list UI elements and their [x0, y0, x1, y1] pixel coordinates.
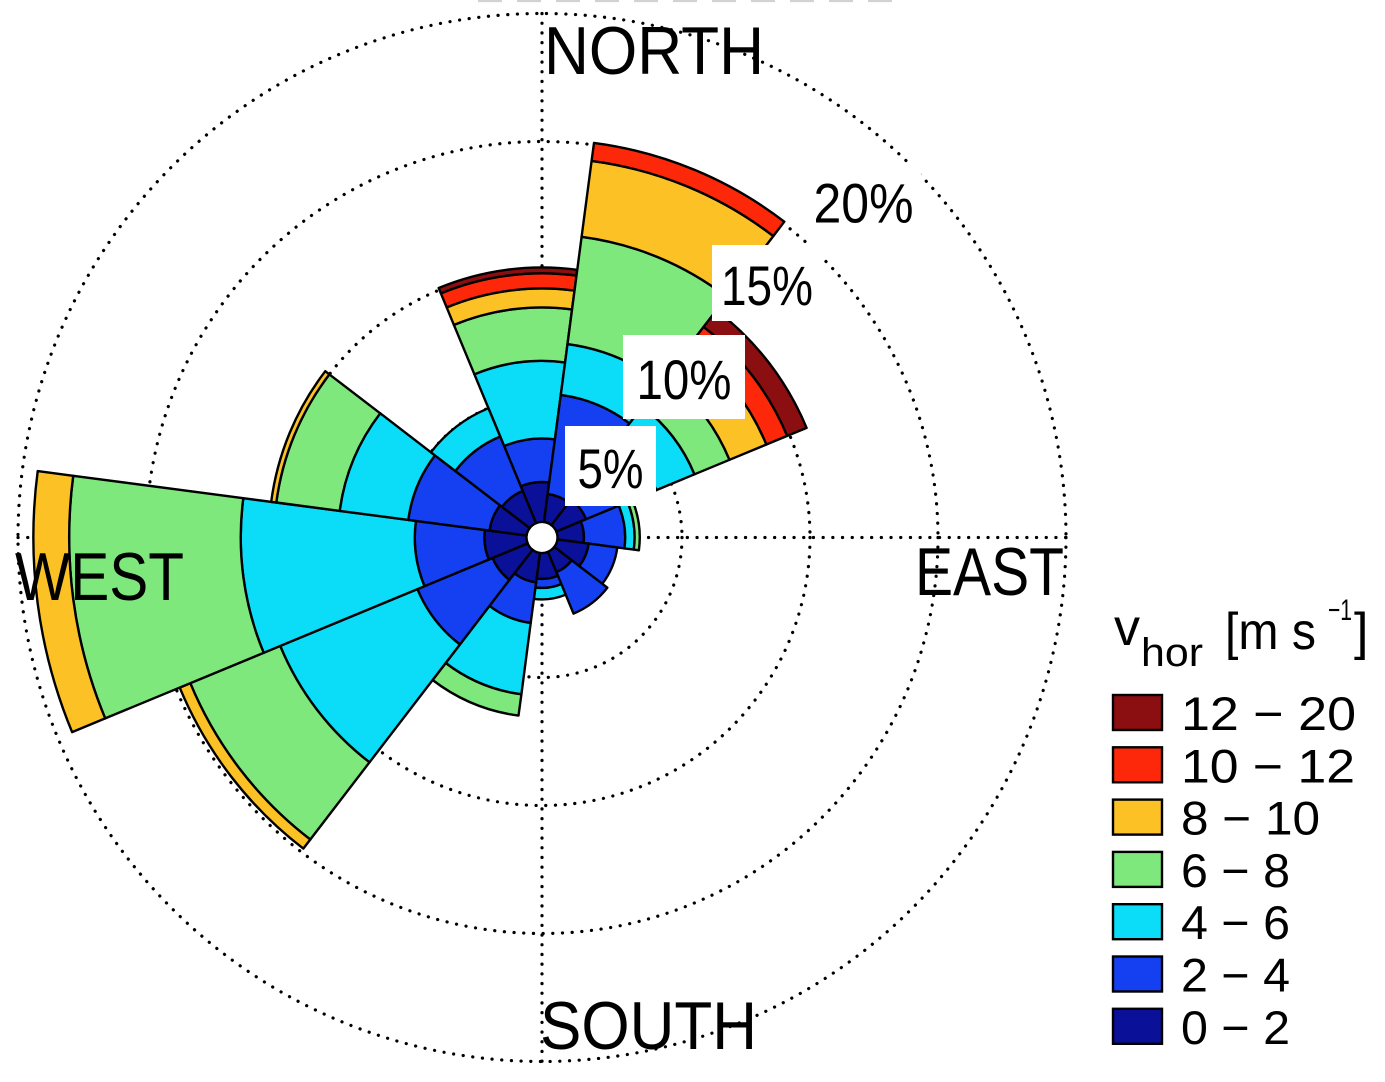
svg-text:10%: 10%	[637, 348, 732, 411]
svg-text:2 − 4: 2 − 4	[1181, 949, 1290, 1002]
svg-text:−1: −1	[1328, 594, 1352, 627]
svg-text:12 − 20: 12 − 20	[1181, 687, 1356, 740]
svg-text:[m s: [m s	[1225, 603, 1316, 661]
svg-text:15%: 15%	[721, 254, 813, 317]
svg-text:EAST: EAST	[915, 534, 1064, 610]
svg-text:6 − 8: 6 − 8	[1181, 844, 1290, 897]
svg-text:4 − 6: 4 − 6	[1181, 896, 1290, 949]
svg-text:]: ]	[1354, 603, 1368, 661]
svg-text:NORTH: NORTH	[544, 13, 764, 89]
svg-text:hor: hor	[1141, 631, 1203, 675]
svg-text:8 − 10: 8 − 10	[1181, 792, 1320, 845]
svg-text:v: v	[1114, 599, 1140, 657]
svg-text:SOUTH: SOUTH	[540, 988, 757, 1064]
svg-text:20%: 20%	[814, 172, 914, 235]
svg-text:WEST: WEST	[15, 539, 184, 615]
svg-text:5%: 5%	[578, 437, 644, 500]
svg-text:10 − 12: 10 − 12	[1181, 739, 1355, 792]
svg-text:0 − 2: 0 − 2	[1181, 1001, 1290, 1054]
